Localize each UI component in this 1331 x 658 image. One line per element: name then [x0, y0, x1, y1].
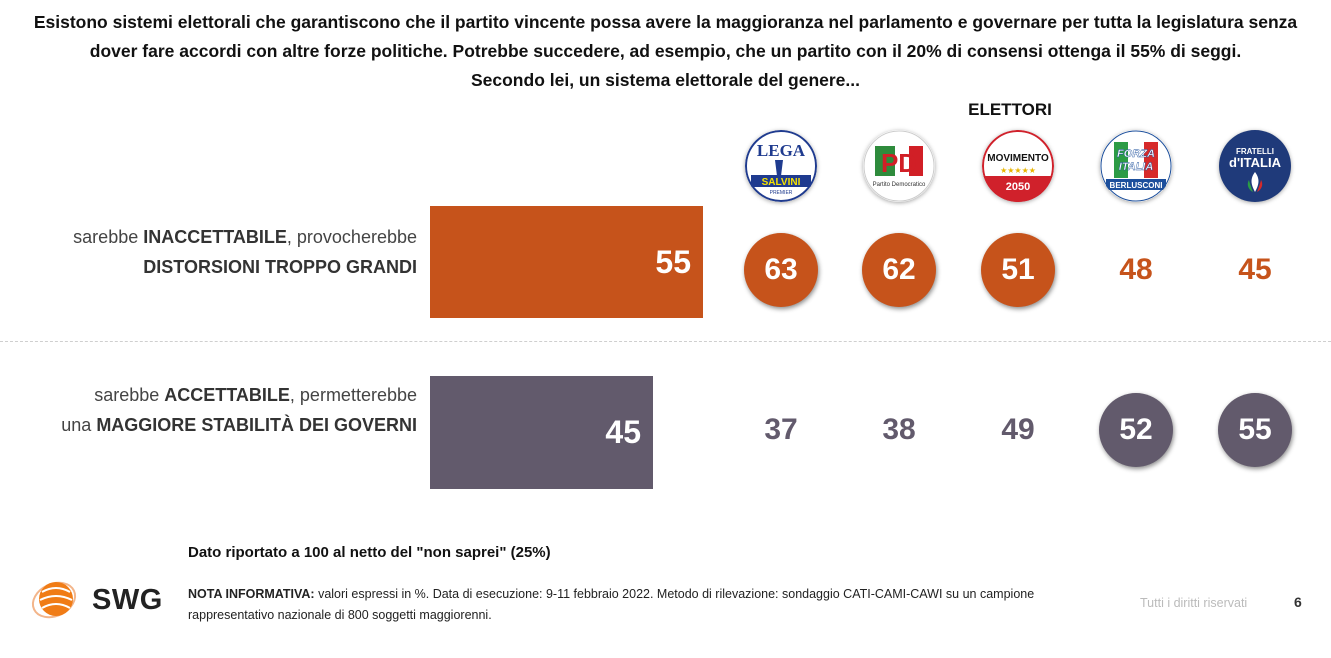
- svg-text:Partito Democratico: Partito Democratico: [873, 182, 926, 188]
- note-informativa: NOTA INFORMATIVA: valori espressi in %. …: [188, 584, 1068, 626]
- pd-accettabile-value: 38: [882, 413, 916, 446]
- swg-logo-icon: [30, 574, 86, 624]
- section-label-elettori: ELETTORI: [968, 100, 1052, 119]
- footer-rights: Tutti i diritti riservati: [1140, 596, 1248, 610]
- svg-text:2050: 2050: [1006, 181, 1030, 193]
- bar-value-inaccettabile: 55: [655, 244, 691, 280]
- question-line-2: dover fare accordi con altre forze polit…: [89, 41, 1242, 61]
- note-main: Dato riportato a 100 al netto del "non s…: [188, 544, 551, 561]
- bar-inaccettabile: 55: [430, 206, 703, 318]
- svg-text:PD: PD: [881, 148, 917, 178]
- svg-text:d'ITALIA: d'ITALIA: [1229, 155, 1282, 170]
- svg-text:ITALIA: ITALIA: [1119, 161, 1154, 173]
- svg-text:FRATELLI: FRATELLI: [1236, 147, 1274, 156]
- m5s-inaccettabile-value: 51: [981, 233, 1055, 307]
- fratelli-italia-logo-icon: FRATELLI d'ITALIA: [1219, 130, 1291, 202]
- page-number: 6: [1294, 594, 1302, 610]
- note-informativa-text: valori espressi in %. Data di esecuzione…: [188, 587, 1035, 622]
- m5s-accettabile-value: 49: [1001, 413, 1035, 446]
- note-informativa-label: NOTA INFORMATIVA:: [188, 587, 315, 601]
- question-title: Esistono sistemi elettorali che garantis…: [10, 8, 1321, 95]
- svg-text:★★★★★: ★★★★★: [1000, 166, 1036, 175]
- svg-text:SALVINI: SALVINI: [762, 177, 801, 188]
- question-line-1: Esistono sistemi elettorali che garantis…: [33, 12, 1298, 32]
- fdi-accettabile-value: 55: [1218, 393, 1292, 467]
- pd-inaccettabile-value: 62: [862, 233, 936, 307]
- fi-inaccettabile-value: 48: [1119, 253, 1153, 286]
- svg-text:BERLUSCONI: BERLUSCONI: [1110, 181, 1163, 190]
- fdi-inaccettabile-value: 45: [1238, 253, 1272, 286]
- row-label-accettabile: sarebbe ACCETTABILE, permetterebbe una M…: [61, 385, 417, 435]
- svg-text:MOVIMENTO: MOVIMENTO: [987, 153, 1049, 164]
- row-label-inaccettabile: sarebbe INACCETTABILE, provocherebbe DIS…: [73, 227, 417, 277]
- swg-brand: SWG: [92, 584, 163, 616]
- bar-accettabile: 45: [430, 376, 653, 489]
- question-line-3: Secondo lei, un sistema elettorale del g…: [470, 70, 861, 90]
- forza-italia-logo-icon: FORZA ITALIA BERLUSCONI: [1100, 130, 1172, 202]
- svg-text:FORZA: FORZA: [1117, 148, 1155, 160]
- svg-text:PREMIER: PREMIER: [770, 190, 793, 196]
- lega-inaccettabile-value: 63: [744, 233, 818, 307]
- fi-accettabile-value: 52: [1099, 393, 1173, 467]
- lega-logo-icon: LEGA SALVINI PREMIER: [745, 130, 817, 202]
- bar-value-accettabile: 45: [605, 414, 641, 450]
- row-divider: [0, 341, 1331, 342]
- m5s-logo-icon: MOVIMENTO ★★★★★ 2050: [982, 130, 1054, 202]
- pd-logo-icon: PD Partito Democratico: [863, 130, 935, 202]
- lega-accettabile-value: 37: [764, 413, 798, 446]
- svg-text:LEGA: LEGA: [757, 141, 806, 160]
